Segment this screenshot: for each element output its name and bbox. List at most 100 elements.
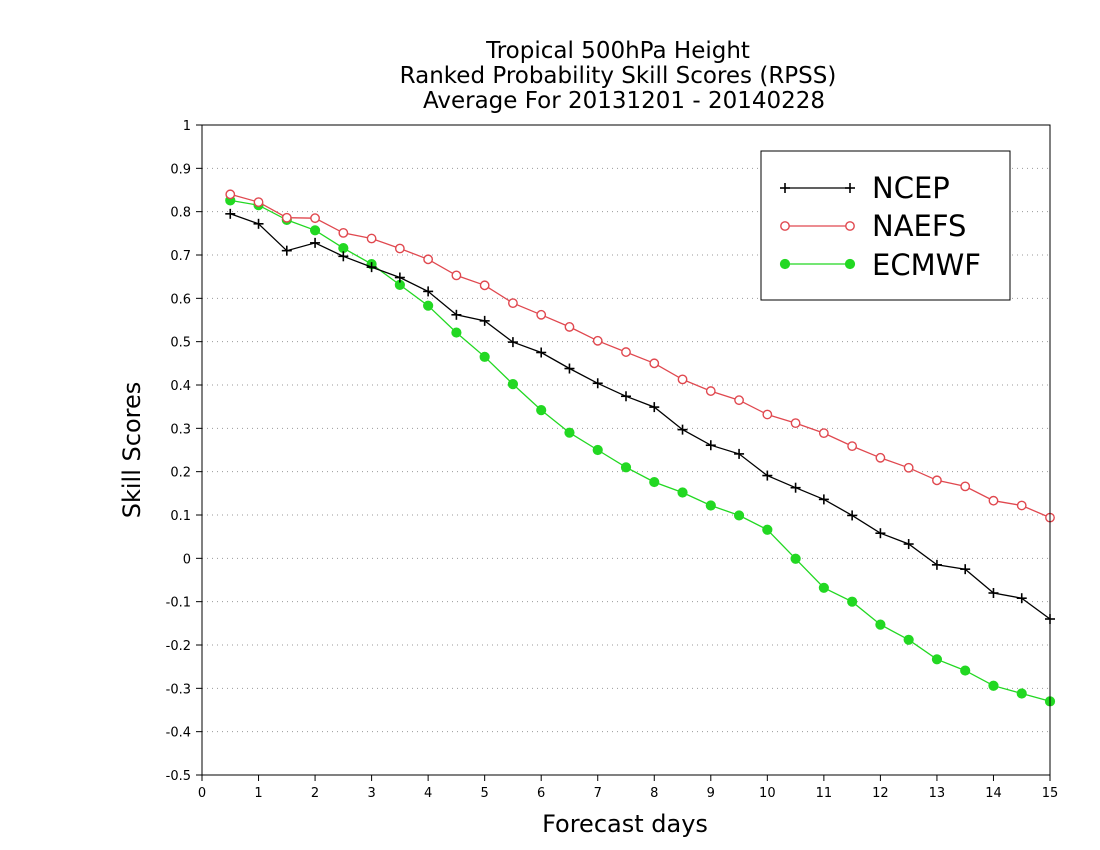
y-tick-label: -0.4 bbox=[166, 726, 191, 741]
data-point-ecmwf bbox=[960, 665, 971, 676]
x-tick-label: 0 bbox=[198, 786, 206, 801]
x-tick-label: 15 bbox=[1042, 786, 1059, 801]
data-point-ecmwf bbox=[338, 242, 349, 254]
data-point-ecmwf bbox=[790, 553, 801, 564]
data-point-naefs bbox=[847, 441, 858, 451]
legend-marker-ncep bbox=[780, 183, 790, 193]
y-tick-label: 0.4 bbox=[170, 379, 191, 394]
data-point-ncep bbox=[988, 588, 999, 598]
y-tick-label: 0 bbox=[183, 552, 191, 567]
data-point-naefs bbox=[536, 309, 547, 320]
legend-sample-ecmwf bbox=[779, 258, 856, 270]
data-point-ecmwf bbox=[988, 680, 999, 691]
x-tick-label: 4 bbox=[424, 786, 432, 801]
data-point-naefs bbox=[366, 233, 377, 244]
series-line-ncep bbox=[230, 213, 1051, 620]
data-point-naefs bbox=[988, 495, 999, 506]
data-point-ecmwf bbox=[564, 427, 575, 438]
data-point-ecmwf bbox=[818, 582, 829, 593]
data-point-ncep bbox=[1016, 593, 1027, 604]
data-point-ncep bbox=[960, 564, 971, 575]
chart-title-line-3: Average For 20131201 - 20140228 bbox=[423, 88, 825, 114]
x-tick-label: 11 bbox=[816, 786, 833, 801]
data-point-ncep bbox=[621, 391, 631, 402]
y-tick-label: 0.1 bbox=[170, 509, 191, 524]
y-tick-label: 0.3 bbox=[170, 422, 191, 437]
data-point-ncep bbox=[847, 510, 858, 521]
y-tick-label: 1 bbox=[183, 119, 191, 134]
data-point-naefs bbox=[338, 227, 349, 238]
data-point-ncep bbox=[253, 218, 264, 229]
data-point-naefs bbox=[1016, 500, 1027, 511]
y-tick-label: 0.6 bbox=[170, 292, 191, 307]
series-ncep bbox=[225, 208, 1055, 624]
x-tick-label: 1 bbox=[254, 786, 262, 801]
y-tick-label: -0.1 bbox=[166, 596, 191, 611]
data-point-ncep bbox=[762, 470, 773, 481]
data-point-ncep bbox=[903, 539, 914, 550]
data-point-naefs bbox=[394, 243, 405, 254]
data-point-naefs bbox=[621, 347, 631, 357]
data-point-ecmwf bbox=[875, 619, 886, 630]
x-tick-label: 8 bbox=[650, 786, 658, 801]
data-point-ecmwf bbox=[649, 476, 660, 488]
data-point-ncep bbox=[310, 237, 321, 248]
data-point-ncep bbox=[564, 363, 575, 374]
data-point-naefs bbox=[932, 475, 942, 486]
legend: NCEP NAEFS ECMWF bbox=[760, 150, 1011, 301]
data-point-ncep bbox=[451, 309, 462, 320]
data-point-ncep bbox=[479, 315, 490, 326]
legend-sample-ncep bbox=[780, 183, 855, 193]
data-point-naefs bbox=[508, 298, 518, 308]
data-point-naefs bbox=[310, 213, 320, 224]
x-axis-label: Forecast days bbox=[542, 810, 708, 838]
data-point-ecmwf bbox=[507, 379, 519, 390]
data-point-ncep bbox=[225, 208, 236, 219]
data-point-naefs bbox=[592, 335, 603, 346]
data-point-naefs bbox=[790, 418, 801, 429]
data-point-naefs bbox=[762, 409, 773, 420]
x-tick-label: 6 bbox=[537, 786, 545, 801]
data-point-naefs bbox=[734, 395, 744, 406]
series-ecmwf bbox=[225, 195, 1056, 707]
data-point-ecmwf bbox=[677, 487, 688, 498]
data-point-ecmwf bbox=[620, 462, 632, 473]
data-point-naefs bbox=[423, 254, 434, 265]
data-point-ecmwf bbox=[309, 225, 321, 236]
data-point-naefs bbox=[253, 197, 264, 208]
data-point-ncep bbox=[818, 494, 829, 505]
data-point-ncep bbox=[705, 440, 716, 451]
data-point-ecmwf bbox=[705, 500, 716, 511]
data-point-ecmwf bbox=[536, 405, 547, 416]
y-tick-label: -0.5 bbox=[166, 769, 191, 784]
data-point-ecmwf bbox=[903, 634, 914, 645]
data-point-ncep bbox=[507, 337, 518, 348]
chart-title-line-1: Tropical 500hPa Height bbox=[485, 38, 750, 64]
data-point-naefs bbox=[451, 270, 462, 281]
y-tick-label: 0.9 bbox=[170, 162, 191, 177]
x-tick-label: 3 bbox=[367, 786, 375, 801]
x-tick-label: 9 bbox=[707, 786, 715, 801]
data-point-naefs bbox=[677, 374, 688, 385]
data-point-ncep bbox=[394, 272, 405, 283]
legend-samples bbox=[779, 183, 856, 270]
data-point-ncep bbox=[931, 559, 942, 570]
data-point-ncep bbox=[734, 448, 745, 459]
data-series bbox=[225, 189, 1056, 707]
y-tick-label: 0.8 bbox=[170, 206, 191, 221]
data-point-ncep bbox=[790, 482, 801, 493]
data-point-ecmwf bbox=[1016, 688, 1027, 699]
data-point-ncep bbox=[338, 251, 349, 262]
data-point-naefs bbox=[649, 358, 660, 369]
data-point-naefs bbox=[960, 481, 971, 492]
x-tick-label: 5 bbox=[481, 786, 489, 801]
data-point-ecmwf bbox=[733, 510, 745, 521]
y-axis-label: Skill Scores bbox=[118, 382, 146, 519]
data-point-ncep bbox=[592, 378, 603, 389]
data-point-naefs bbox=[479, 280, 490, 291]
data-point-ecmwf bbox=[931, 654, 943, 665]
data-point-naefs bbox=[281, 212, 292, 223]
data-point-ecmwf bbox=[592, 444, 603, 456]
x-tick-label: 14 bbox=[985, 786, 1002, 801]
legend-marker-ncep bbox=[845, 183, 855, 193]
